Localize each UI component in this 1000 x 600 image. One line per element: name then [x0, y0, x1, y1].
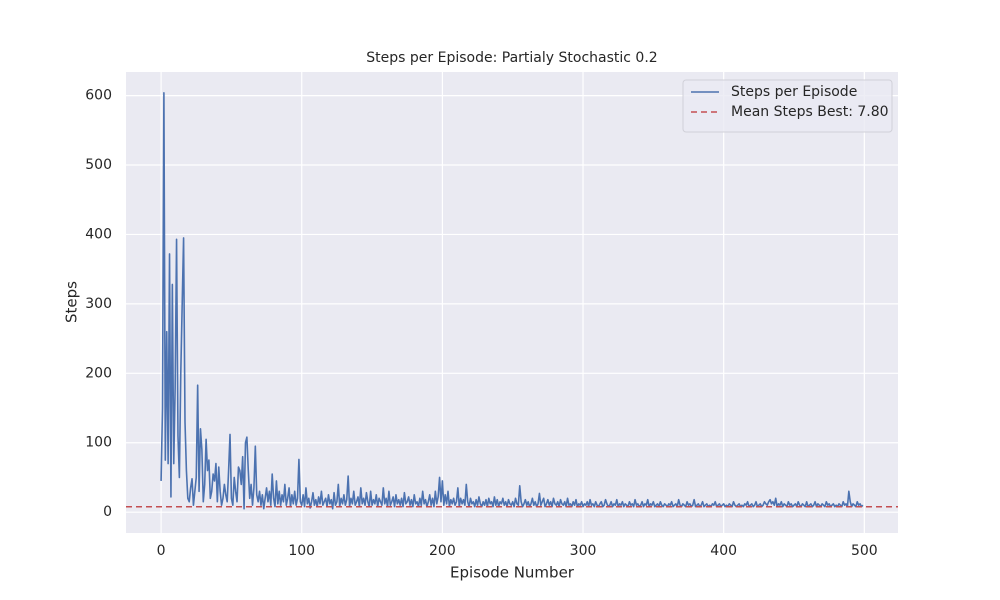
- y-tick-label: 100: [85, 435, 112, 451]
- grid: [126, 72, 898, 533]
- legend-box: [682, 79, 893, 133]
- y-axis-label: Steps: [63, 281, 81, 323]
- x-tick-label: 300: [570, 543, 597, 559]
- y-tick-label: 0: [103, 504, 112, 520]
- y-tick-label: 200: [85, 365, 112, 381]
- y-tick-label: 500: [85, 157, 112, 173]
- marks: [126, 92, 898, 510]
- data-line: [160, 92, 864, 510]
- chart-title: Steps per Episode: Partialy Stochastic 0…: [366, 50, 657, 66]
- x-axis-label: Episode Number: [450, 564, 575, 582]
- x-tick-label: 200: [429, 543, 456, 559]
- x-tick-label: 400: [710, 543, 737, 559]
- x-tick-label: 100: [288, 543, 315, 559]
- y-tick-label: 400: [85, 226, 112, 242]
- y-tick-label: 300: [85, 296, 112, 312]
- legend-label: Steps per Episode: [731, 84, 857, 100]
- legend-label: Mean Steps Best: 7.80: [731, 104, 889, 120]
- x-tick-label: 0: [157, 543, 166, 559]
- legend: Steps per Episode Mean Steps Best: 7.80: [682, 79, 893, 133]
- y-tick-label: 600: [85, 88, 112, 104]
- x-tick-label: 500: [851, 543, 878, 559]
